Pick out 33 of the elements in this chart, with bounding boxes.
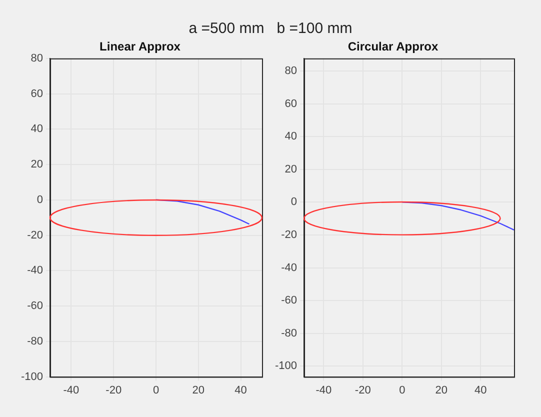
x-tick-label: -20 [106,384,122,396]
x-tick-label: 40 [234,384,247,396]
y-tick-label: 20 [284,163,298,176]
y-tick-label: -100 [20,370,44,383]
y-tick-label: 20 [30,158,44,171]
y-tick-label: 60 [284,98,298,110]
x-tick-label: 40 [474,384,487,396]
x-tick-label: -40 [316,384,332,396]
y-tick-label: 80 [30,52,44,64]
chart-title: Linear Approx [100,40,181,54]
chart-title: Circular Approx [348,40,438,54]
y-tick-label: -60 [281,294,298,307]
x-tick-label: 20 [192,384,205,396]
x-tick-label: -20 [354,384,371,396]
y-tick-label: 0 [290,196,298,208]
y-tick-label: -20 [281,229,298,242]
y-tick-label: 40 [284,130,298,143]
x-tick-label: -40 [63,384,80,396]
y-tick-label: -20 [27,229,44,242]
x-tick-label: 0 [152,384,160,396]
x-tick-label: 0 [399,384,406,396]
y-tick-label: -40 [281,262,298,274]
y-tick-label: 40 [30,123,44,136]
y-tick-label: 0 [36,194,44,206]
text: a =500 mm b =100 mm [188,20,354,37]
y-tick-label: -80 [27,335,44,348]
y-tick-label: -60 [27,300,44,312]
y-tick-label: 80 [284,65,298,78]
y-tick-label: -40 [27,264,44,277]
y-tick-label: -80 [281,327,298,340]
y-tick-label: 60 [30,88,44,100]
x-tick-label: 20 [435,384,448,396]
y-tick-label: -100 [274,360,298,372]
